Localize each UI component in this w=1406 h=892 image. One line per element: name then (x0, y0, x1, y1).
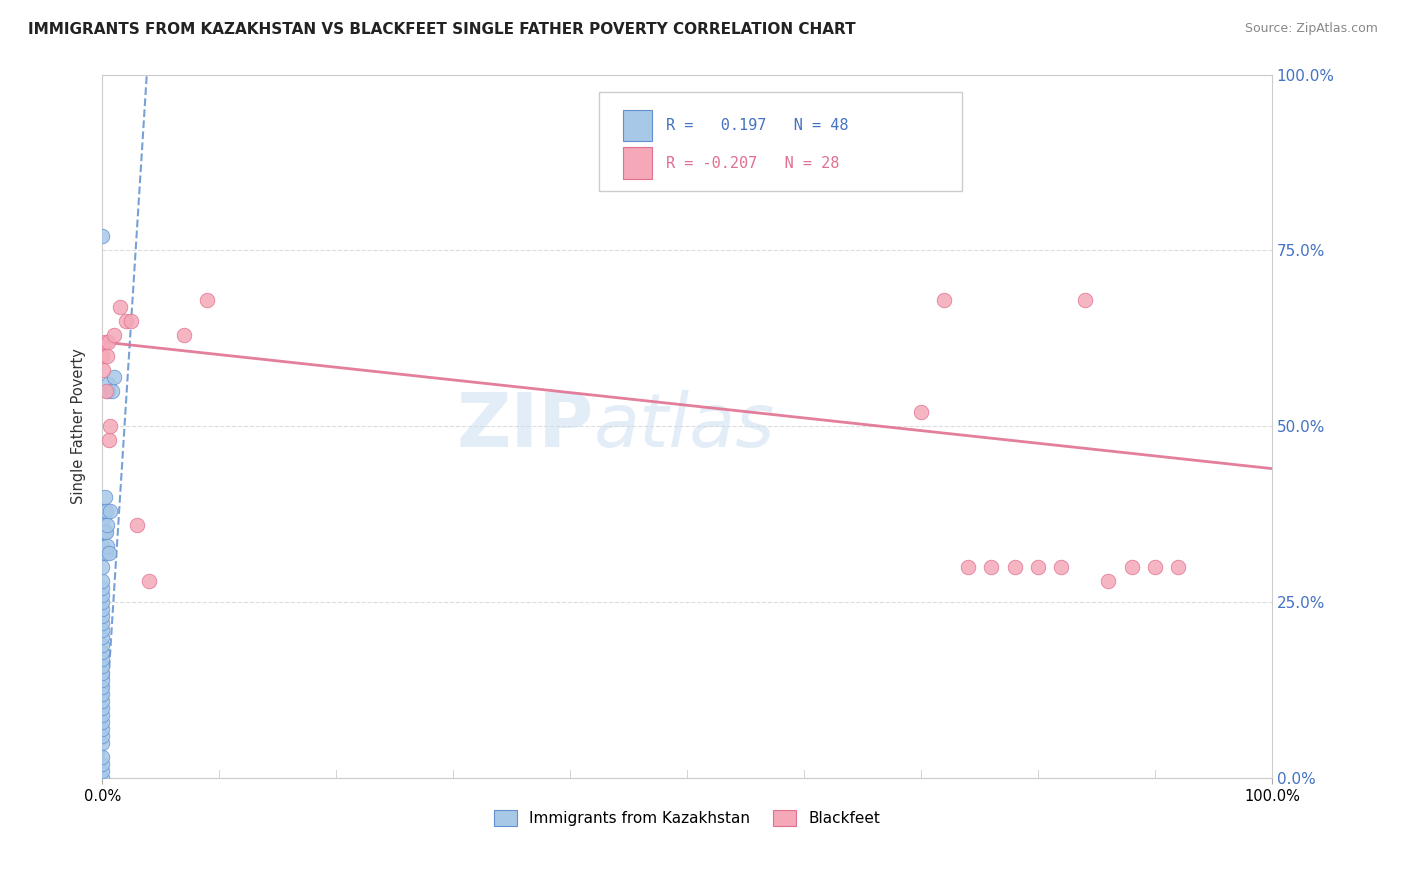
Point (114, 314, 136, 328)
Point (93, 334, 115, 349)
Point (91, 714, 114, 729)
Point (93, 524, 115, 539)
Point (93, 511, 115, 525)
Text: ZIP: ZIP (456, 390, 593, 463)
Point (980, 560, 1002, 574)
Point (91, 764, 114, 779)
Point (91, 588, 114, 602)
Point (93, 524, 115, 539)
Bar (623, 147, 652, 178)
Point (94, 504, 117, 518)
Point (91, 658, 114, 673)
Point (93, 490, 115, 504)
Point (1097, 574, 1119, 589)
Point (96, 517, 118, 532)
Point (97, 334, 120, 349)
Point (91, 546, 114, 560)
Point (103, 327, 125, 342)
Point (1121, 560, 1143, 574)
Point (98, 434, 121, 448)
Point (91, 644, 114, 658)
Point (94, 384, 117, 399)
Point (91, 638, 114, 652)
Point (100, 504, 122, 518)
Bar (623, 110, 652, 141)
Point (91, 750, 114, 764)
Point (93, 363, 115, 377)
Point (96, 349, 118, 363)
Point (91, 687, 114, 701)
Point (91, 574, 114, 589)
Point (91, 757, 114, 772)
Point (103, 370, 125, 384)
Point (91, 560, 114, 574)
Point (91, 349, 114, 363)
Point (91, 581, 114, 595)
Point (1074, 293, 1097, 307)
Point (97, 377, 120, 392)
Point (91, 595, 114, 609)
Point (93, 504, 115, 518)
Point (127, 517, 149, 532)
Point (956, 560, 979, 574)
Point (91, 701, 114, 715)
Point (97, 384, 120, 399)
Point (91, 707, 114, 722)
Point (197, 293, 219, 307)
Point (100, 384, 122, 399)
Point (91, 771, 114, 785)
Point (1026, 560, 1049, 574)
Point (91, 673, 114, 687)
Text: IMMIGRANTS FROM KAZAKHSTAN VS BLACKFEET SINGLE FATHER POVERTY CORRELATION CHART: IMMIGRANTS FROM KAZAKHSTAN VS BLACKFEET … (28, 22, 856, 37)
Point (91, 539, 114, 553)
Point (1143, 560, 1166, 574)
Point (96, 539, 118, 553)
Point (91, 729, 114, 743)
Point (91, 609, 114, 624)
Legend: Immigrants from Kazakhstan, Blackfeet: Immigrants from Kazakhstan, Blackfeet (486, 803, 887, 834)
Point (934, 293, 956, 307)
Point (100, 419, 122, 434)
Point (1167, 560, 1189, 574)
Point (138, 574, 160, 589)
Point (91, 722, 114, 736)
Text: Source: ZipAtlas.com: Source: ZipAtlas.com (1244, 22, 1378, 36)
Point (94, 546, 117, 560)
Point (120, 314, 142, 328)
Point (91, 680, 114, 694)
Point (1004, 560, 1026, 574)
Point (91, 602, 114, 616)
Point (91, 631, 114, 645)
Point (91, 229, 114, 244)
Text: R = -0.207   N = 28: R = -0.207 N = 28 (666, 156, 839, 170)
Point (91, 651, 114, 665)
Point (108, 300, 131, 314)
Point (91, 665, 114, 680)
FancyBboxPatch shape (599, 92, 962, 191)
Point (91, 694, 114, 708)
Text: atlas: atlas (593, 391, 775, 462)
Y-axis label: Single Father Poverty: Single Father Poverty (72, 349, 86, 504)
Point (91, 616, 114, 631)
Point (1050, 560, 1073, 574)
Point (98, 546, 121, 560)
Point (94, 524, 117, 539)
Point (173, 327, 195, 342)
Point (910, 405, 932, 419)
Point (91, 624, 114, 638)
Point (91, 736, 114, 750)
Text: R =   0.197   N = 48: R = 0.197 N = 48 (666, 119, 848, 134)
